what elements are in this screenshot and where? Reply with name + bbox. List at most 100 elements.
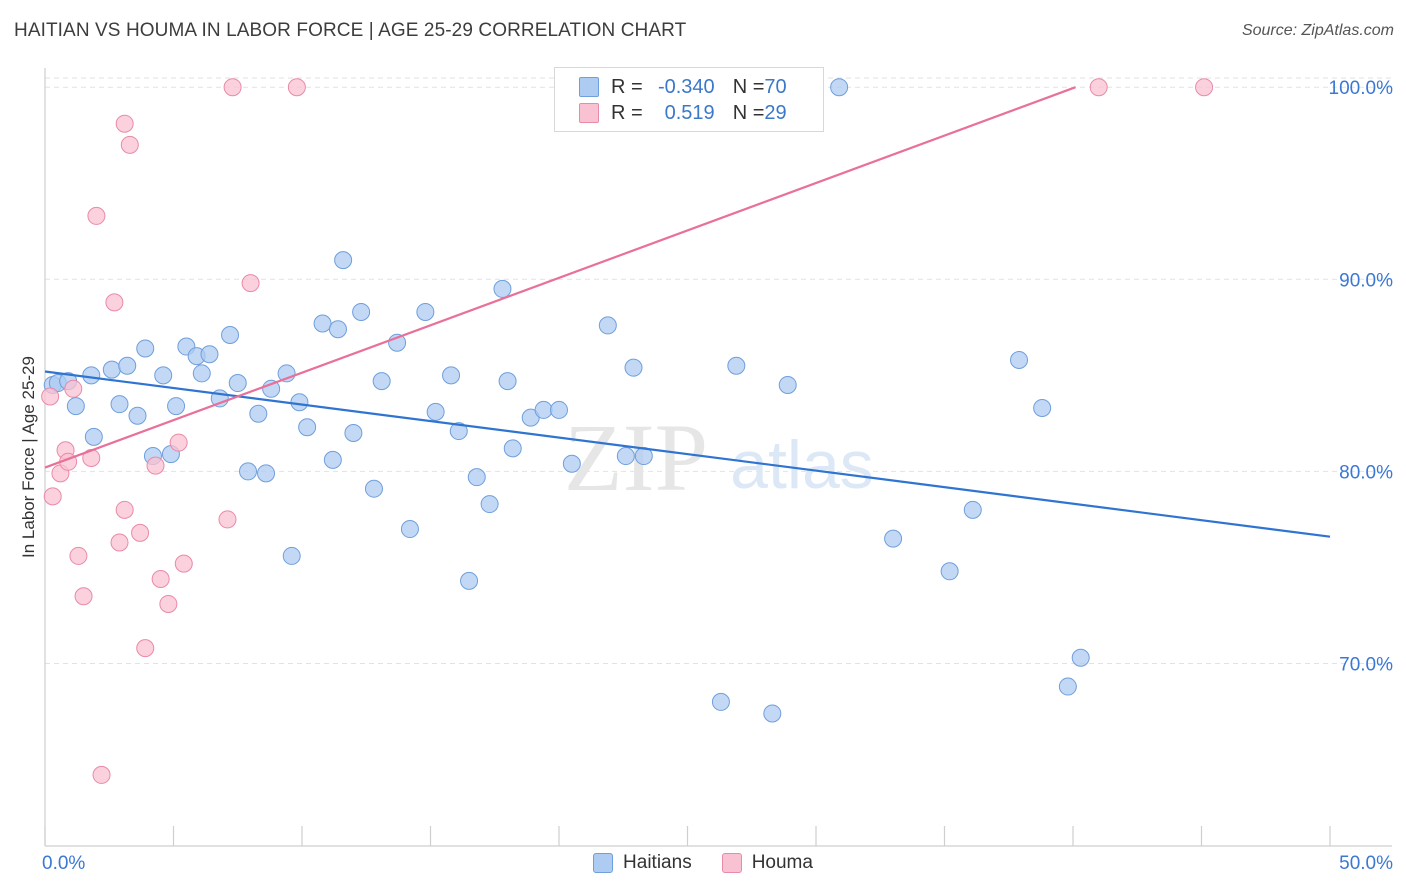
- houma-point: [218, 510, 237, 529]
- legend-n-label: N =: [732, 75, 765, 98]
- legend-item-haitians[interactable]: Haitians: [593, 852, 692, 874]
- y-axis-label: In Labor Force | Age 25-29: [19, 356, 38, 558]
- houma-point: [87, 206, 106, 225]
- legend-r-label: R =: [611, 101, 643, 124]
- haitians-point: [82, 366, 101, 385]
- tick-labels: 70.0% 80.0% 90.0% 100.0% 0.0% 50.0%: [42, 78, 1393, 874]
- haitians-point: [480, 495, 499, 514]
- x-tick-label-max: 50.0%: [1339, 853, 1393, 874]
- legend-n-value: 70: [764, 75, 787, 98]
- haitians-points: [43, 78, 1090, 723]
- legend-row-houma: R = 0.519 N = 29: [579, 101, 787, 125]
- haitians-point: [963, 500, 982, 519]
- haitians-point: [400, 520, 419, 539]
- legend-item-houma[interactable]: Houma: [721, 852, 813, 874]
- haitians-point: [1071, 648, 1090, 667]
- y-tick-label: 100.0%: [1329, 78, 1394, 99]
- haitians-point: [616, 447, 635, 466]
- houma-point: [287, 78, 306, 97]
- haitians-point: [110, 395, 129, 414]
- houma-points: [41, 78, 1214, 784]
- haitians-point: [884, 529, 903, 548]
- legend-swatch-houma: [721, 853, 742, 873]
- houma-point: [69, 546, 88, 565]
- chart-title: HAITIAN VS HOUMA IN LABOR FORCE | AGE 25…: [14, 20, 687, 41]
- houma-point: [159, 594, 178, 613]
- houma-point: [131, 523, 150, 542]
- haitians-point: [239, 462, 258, 481]
- houma-point: [241, 274, 260, 293]
- haitians-point: [763, 704, 782, 723]
- haitians-point: [562, 454, 581, 473]
- haitians-point: [503, 439, 522, 458]
- haitians-point: [228, 374, 247, 393]
- haitians-point: [128, 406, 147, 425]
- houma-point: [169, 433, 188, 452]
- haitians-point: [372, 372, 391, 391]
- haitians-point: [493, 279, 512, 298]
- haitians-point: [334, 251, 353, 270]
- haitians-point: [328, 320, 347, 339]
- houma-point: [74, 587, 93, 606]
- haitians-point: [323, 450, 342, 469]
- haitians-point: [460, 571, 479, 590]
- haitians-point: [290, 393, 309, 412]
- watermark: ZIP atlas: [564, 404, 874, 511]
- houma-point: [223, 78, 242, 97]
- haitians-point: [498, 372, 517, 391]
- haitians-point: [727, 356, 746, 375]
- haitians-point: [1033, 399, 1052, 418]
- haitians-point: [221, 326, 240, 345]
- legend-label-houma: Houma: [751, 852, 813, 873]
- haitians-point: [257, 464, 276, 483]
- haitians-point: [624, 358, 643, 377]
- houma-point: [115, 500, 134, 519]
- y-tick-label: 90.0%: [1339, 270, 1393, 291]
- houma-trend-line: [44, 86, 1076, 469]
- trend-lines: [44, 86, 1331, 538]
- houma-point: [136, 639, 155, 658]
- source-label: Source: ZipAtlas.com: [1241, 22, 1394, 39]
- legend-r-label: R =: [611, 75, 643, 98]
- haitians-point: [313, 314, 332, 333]
- haitians-point: [442, 366, 461, 385]
- haitians-point: [66, 397, 85, 416]
- haitians-point: [711, 692, 730, 711]
- haitians-point: [102, 360, 121, 379]
- haitians-point: [154, 366, 173, 385]
- haitians-point: [344, 423, 363, 442]
- haitians-point: [352, 302, 371, 321]
- legend-swatch-haitians: [579, 77, 599, 97]
- legend-swatch-haitians: [593, 853, 614, 873]
- haitians-point: [136, 339, 155, 358]
- haitians-point: [84, 427, 103, 446]
- legend-n-value: 29: [764, 101, 787, 124]
- legend-label-haitians: Haitians: [623, 852, 692, 873]
- haitians-point: [249, 404, 268, 423]
- legend-swatch-houma: [579, 103, 599, 123]
- haitians-point: [467, 468, 486, 487]
- houma-point: [151, 569, 170, 588]
- haitians-point: [118, 356, 137, 375]
- haitians-point: [416, 302, 435, 321]
- y-tick-label: 70.0%: [1339, 655, 1393, 676]
- houma-point: [110, 533, 129, 552]
- stats-legend: R = -0.340 N = 70 R = 0.519 N = 29: [554, 67, 824, 132]
- haitians-point: [1010, 350, 1029, 369]
- houma-point: [120, 135, 139, 154]
- haitians-point: [449, 422, 468, 441]
- haitians-trend-line: [44, 370, 1331, 538]
- haitians-point: [426, 402, 445, 421]
- haitians-point: [298, 418, 317, 437]
- houma-point: [146, 456, 165, 475]
- haitians-point: [598, 316, 617, 335]
- haitians-point: [550, 400, 568, 419]
- y-tick-label: 80.0%: [1339, 462, 1393, 483]
- houma-point: [92, 765, 111, 784]
- legend-row-haitians: R = -0.340 N = 70: [579, 75, 787, 99]
- houma-point: [43, 487, 62, 506]
- legend-r-value: -0.340: [657, 75, 715, 98]
- houma-point: [1089, 78, 1108, 97]
- haitians-point: [778, 375, 797, 394]
